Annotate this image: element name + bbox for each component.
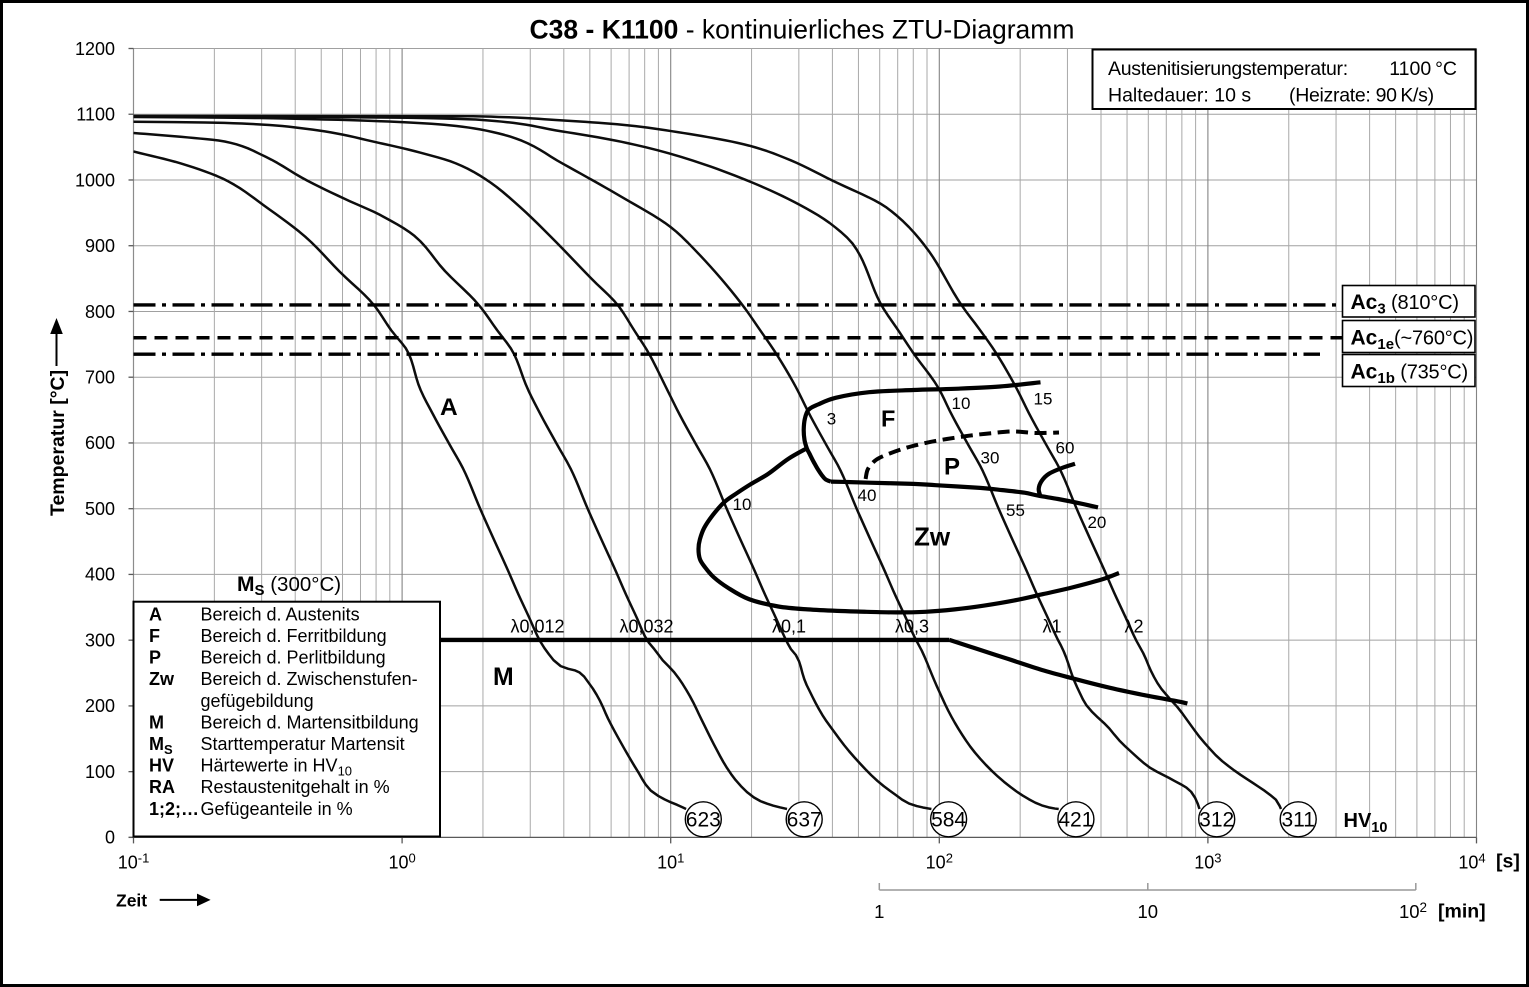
- svg-text:Zw: Zw: [914, 522, 951, 552]
- svg-text:0: 0: [105, 828, 115, 848]
- svg-text:Bereich d. Zwischenstufen-: Bereich d. Zwischenstufen-: [201, 669, 418, 689]
- svg-text:M: M: [493, 664, 514, 691]
- svg-text:700: 700: [85, 368, 115, 388]
- svg-text:Bereich d. Perlitbildung: Bereich d. Perlitbildung: [201, 648, 386, 668]
- svg-text:gefügebildung: gefügebildung: [201, 691, 314, 711]
- svg-text:40: 40: [858, 486, 877, 505]
- svg-text:Härtewerte in HV10: Härtewerte in HV10: [201, 756, 353, 779]
- svg-text:60: 60: [1056, 438, 1075, 457]
- svg-text:3: 3: [827, 410, 836, 429]
- svg-text:Ac3 (810°C): Ac3 (810°C): [1351, 291, 1459, 318]
- svg-text:λ0,1: λ0,1: [772, 616, 806, 636]
- svg-text:Bereich d. Ferritbildung: Bereich d. Ferritbildung: [201, 626, 387, 646]
- svg-text:311: 311: [1281, 808, 1314, 831]
- svg-text:637: 637: [787, 808, 822, 831]
- svg-text:λ0,032: λ0,032: [619, 616, 673, 636]
- svg-text:λ0,3: λ0,3: [895, 616, 929, 636]
- svg-text:A: A: [149, 604, 162, 624]
- svg-text:10: 10: [733, 495, 752, 514]
- svg-text:C38 - K1100 - kontinuierliches: C38 - K1100 - kontinuierliches ZTU-Diagr…: [530, 15, 1075, 45]
- svg-text:λ0,012: λ0,012: [510, 616, 564, 636]
- svg-text:P: P: [944, 454, 960, 481]
- svg-text:Bereich d. Martensitbildung: Bereich d. Martensitbildung: [201, 712, 419, 732]
- svg-text:100: 100: [85, 762, 115, 782]
- svg-text:[min]: [min]: [1438, 901, 1486, 923]
- svg-text:Zeit: Zeit: [116, 891, 147, 911]
- svg-text:MS (300°C): MS (300°C): [237, 573, 341, 599]
- svg-text:10: 10: [1138, 901, 1159, 922]
- svg-text:[s]: [s]: [1496, 851, 1520, 873]
- svg-text:P: P: [149, 648, 161, 668]
- svg-text:Austenitisierungstemperatur:: Austenitisierungstemperatur:: [1108, 58, 1348, 80]
- svg-text:Gefügeanteile in %: Gefügeanteile in %: [201, 799, 353, 819]
- svg-text:1100 °C: 1100 °C: [1389, 58, 1457, 80]
- svg-text:200: 200: [85, 696, 115, 716]
- svg-text:20: 20: [1087, 513, 1106, 532]
- svg-text:λ1: λ1: [1042, 616, 1061, 636]
- svg-text:F: F: [149, 626, 160, 646]
- svg-text:Restaustenitgehalt in %: Restaustenitgehalt in %: [201, 777, 390, 797]
- svg-text:10: 10: [952, 394, 971, 413]
- svg-text:15: 15: [1034, 390, 1053, 409]
- svg-text:Ac1b (735°C): Ac1b (735°C): [1351, 361, 1468, 388]
- svg-text:312: 312: [1199, 808, 1234, 831]
- svg-text:F: F: [881, 406, 895, 432]
- svg-text:600: 600: [85, 433, 115, 453]
- svg-text:(Heizrate: 90 K/s): (Heizrate: 90 K/s): [1289, 84, 1434, 106]
- svg-text:Temperatur [°C]: Temperatur [°C]: [47, 370, 69, 516]
- svg-text:A: A: [440, 394, 458, 421]
- svg-text:Ac1e(~760°C): Ac1e(~760°C): [1351, 327, 1474, 354]
- svg-text:421: 421: [1058, 808, 1093, 831]
- svg-text:M: M: [149, 712, 164, 732]
- svg-text:Starttemperatur Martensit: Starttemperatur Martensit: [201, 734, 405, 754]
- svg-text:623: 623: [686, 808, 721, 831]
- svg-text:RA: RA: [149, 777, 175, 797]
- svg-text:HV: HV: [149, 756, 174, 776]
- svg-text:Haltedauer: 10 s: Haltedauer: 10 s: [1108, 84, 1251, 106]
- svg-text:800: 800: [85, 302, 115, 322]
- svg-text:λ2: λ2: [1124, 616, 1143, 636]
- svg-text:1;2;…: 1;2;…: [149, 799, 199, 819]
- svg-text:55: 55: [1006, 501, 1025, 520]
- svg-text:900: 900: [85, 236, 115, 256]
- svg-text:Zw: Zw: [149, 669, 175, 689]
- svg-text:400: 400: [85, 565, 115, 585]
- svg-text:584: 584: [931, 808, 966, 831]
- svg-text:30: 30: [981, 448, 1000, 467]
- svg-text:1000: 1000: [75, 170, 115, 190]
- svg-text:Bereich d. Austenits: Bereich d. Austenits: [201, 604, 360, 624]
- svg-text:300: 300: [85, 631, 115, 651]
- svg-text:1200: 1200: [75, 39, 115, 59]
- svg-text:500: 500: [85, 499, 115, 519]
- svg-text:1100: 1100: [76, 105, 115, 125]
- svg-text:1: 1: [874, 901, 884, 922]
